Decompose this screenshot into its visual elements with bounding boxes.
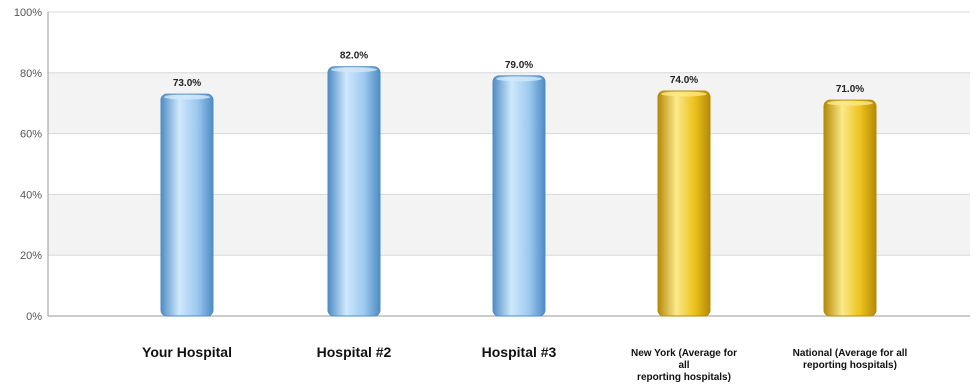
bar [823,99,877,317]
category-label: New York (Average for [631,348,737,359]
bar-cap [164,94,210,100]
bar [160,93,214,317]
bar-series [160,66,877,317]
category-label: National (Average for all [793,348,908,359]
category-label: reporting hospitals) [637,372,731,383]
category-label: Your Hospital [142,344,232,360]
bar-cap [827,100,873,106]
bar [492,75,546,317]
data-label: 82.0% [340,51,368,62]
data-label: 73.0% [173,78,201,89]
y-tick-label: 20% [20,250,42,262]
y-tick-label: 80% [20,68,42,80]
y-tick-label: 100% [14,7,42,19]
y-tick-label: 40% [20,189,42,201]
y-tick-label: 60% [20,129,42,141]
category-labels: Your Hospital Hospital #2 Hospital #3 New Y… [142,344,908,383]
data-labels: 73.0% 82.0% 79.0% 74.0% 71.0% [173,51,864,95]
category-label: reporting hospitals) [803,360,897,371]
bar [657,90,711,317]
bar [327,66,381,317]
category-label: all [678,360,689,371]
data-label: 74.0% [670,75,698,86]
bar-cap [331,67,377,73]
category-label: Hospital #2 [317,344,392,360]
bar-cap [661,91,707,97]
category-label: Hospital #3 [482,344,557,360]
bar-cap [496,76,542,82]
data-label: 79.0% [505,60,533,71]
data-label: 71.0% [836,84,864,95]
y-tick-label: 0% [26,311,42,323]
